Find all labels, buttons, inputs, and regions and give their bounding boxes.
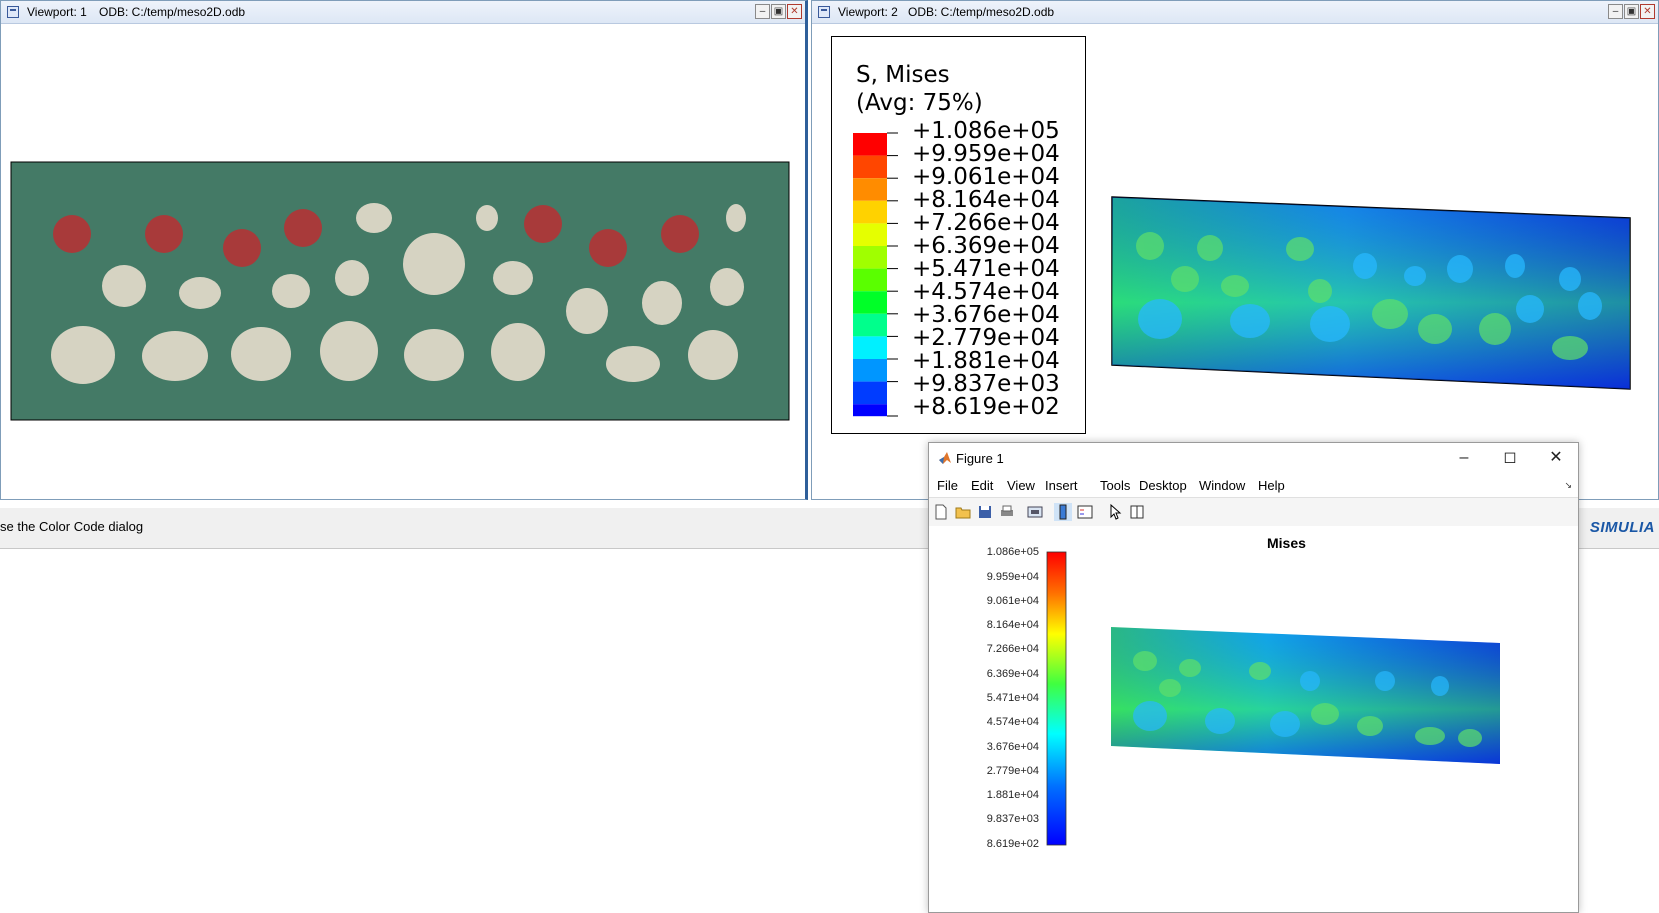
viewport-2-titlebar[interactable]: Viewport: 2 ODB: C:/temp/meso2D.odb – ▣ … bbox=[812, 1, 1658, 24]
matlab-logo-icon bbox=[939, 452, 951, 464]
menu-help[interactable]: Help bbox=[1258, 478, 1285, 493]
legend-icon[interactable] bbox=[1076, 503, 1094, 521]
viewport-1[interactable]: Viewport: 1 ODB: C:/temp/meso2D.odb – ▣ … bbox=[0, 0, 808, 500]
restore-button[interactable]: ▣ bbox=[1624, 4, 1639, 19]
legend-value: +8.619e+02 bbox=[912, 394, 1060, 420]
colorbar-tick-label: 9.061e+04 bbox=[986, 595, 1039, 607]
colorbar-tick-label: 3.676e+04 bbox=[986, 741, 1039, 753]
colorbar-tick-label: 1.881e+04 bbox=[986, 789, 1039, 801]
legend-subtitle: (Avg: 75%) bbox=[856, 90, 983, 116]
colorbar-tick-label: 2.779e+04 bbox=[986, 765, 1039, 777]
legend-value: +8.164e+04 bbox=[912, 187, 1060, 213]
mesostructure-model-view bbox=[10, 161, 790, 421]
minimize-icon[interactable]: – bbox=[1459, 449, 1469, 466]
legend-value: +1.881e+04 bbox=[912, 348, 1060, 374]
colorbar-tick-label: 6.369e+04 bbox=[986, 668, 1039, 680]
menu-insert[interactable]: Insert bbox=[1045, 478, 1078, 493]
minimize-button[interactable]: – bbox=[1608, 4, 1623, 19]
link-plot-icon[interactable] bbox=[1026, 503, 1044, 521]
figure-toolbar bbox=[929, 497, 1578, 527]
viewport-2-label: Viewport: 2 bbox=[838, 5, 898, 19]
legend-title: S, Mises bbox=[856, 62, 950, 88]
viewport-1-odb-path: ODB: C:/temp/meso2D.odb bbox=[99, 5, 246, 19]
colorbar-tick-label: 1.086e+05 bbox=[986, 546, 1039, 558]
legend-color-bar bbox=[853, 132, 898, 417]
colorbar-tick-label: 9.837e+03 bbox=[986, 813, 1039, 825]
mises-legend: S, Mises (Avg: 75%) bbox=[831, 36, 1086, 434]
viewport-1-label: Viewport: 1 bbox=[27, 5, 87, 19]
legend-value: +7.266e+04 bbox=[912, 210, 1060, 236]
menu-view[interactable]: View bbox=[1007, 478, 1035, 493]
legend-value: +3.676e+04 bbox=[912, 302, 1060, 328]
plot-title: Mises bbox=[1267, 535, 1306, 551]
figure-contour-surface bbox=[1111, 627, 1500, 764]
highlighted-aggregates bbox=[53, 205, 699, 267]
legend-value: +4.574e+04 bbox=[912, 279, 1060, 305]
aggregates bbox=[51, 203, 746, 384]
colorbar-tick-label: 7.266e+04 bbox=[986, 643, 1039, 655]
legend-value: +9.837e+03 bbox=[912, 371, 1060, 397]
colorbar-icon[interactable] bbox=[1054, 503, 1072, 521]
open-folder-icon[interactable] bbox=[954, 503, 972, 521]
minimize-button[interactable]: – bbox=[755, 4, 770, 19]
figure-title: Figure 1 bbox=[956, 451, 1004, 466]
maximize-icon[interactable]: ◻ bbox=[1503, 449, 1517, 466]
viewport-2[interactable]: Viewport: 2 ODB: C:/temp/meso2D.odb – ▣ … bbox=[811, 0, 1659, 500]
legend-value: +6.369e+04 bbox=[912, 233, 1060, 259]
figure-window[interactable]: Figure 1 – ◻ ✕ File Edit View Insert Too… bbox=[928, 442, 1579, 913]
close-icon[interactable]: ✕ bbox=[1549, 449, 1563, 466]
figure-menubar: File Edit View Insert Tools Desktop Wind… bbox=[929, 473, 1578, 497]
viewport-1-titlebar[interactable]: Viewport: 1 ODB: C:/temp/meso2D.odb – ▣ … bbox=[1, 1, 805, 24]
menu-file[interactable]: File bbox=[937, 478, 958, 493]
close-button[interactable]: ✕ bbox=[1640, 4, 1655, 19]
property-inspector-icon[interactable] bbox=[1128, 503, 1146, 521]
save-icon[interactable] bbox=[976, 503, 994, 521]
restore-button[interactable]: ▣ bbox=[771, 4, 786, 19]
viewport-2-odb-path: ODB: C:/temp/meso2D.odb bbox=[908, 5, 1055, 19]
mises-contour-plot bbox=[1111, 196, 1631, 390]
figure-titlebar[interactable]: Figure 1 – ◻ ✕ bbox=[929, 443, 1578, 473]
menu-desktop[interactable]: Desktop bbox=[1139, 478, 1187, 493]
new-file-icon[interactable] bbox=[932, 503, 950, 521]
viewport-icon[interactable] bbox=[818, 6, 830, 18]
legend-value: +2.779e+04 bbox=[912, 325, 1060, 351]
legend-value: +1.086e+05 bbox=[912, 118, 1060, 144]
legend-value: +9.061e+04 bbox=[912, 164, 1060, 190]
print-icon[interactable] bbox=[998, 503, 1016, 521]
simulia-logo: SIMULIA bbox=[1589, 519, 1655, 536]
legend-value: +5.471e+04 bbox=[912, 256, 1060, 282]
colorbar-tick-label: 8.164e+04 bbox=[986, 619, 1039, 631]
colorbar-tick-label: 8.619e+02 bbox=[986, 838, 1039, 850]
viewport-icon[interactable] bbox=[7, 6, 19, 18]
pointer-icon[interactable] bbox=[1106, 503, 1124, 521]
legend-value: +9.959e+04 bbox=[912, 141, 1060, 167]
menu-edit[interactable]: Edit bbox=[971, 478, 994, 493]
status-message: se the Color Code dialog bbox=[0, 519, 144, 534]
menu-window[interactable]: Window bbox=[1199, 478, 1246, 493]
colorbar-tick-label: 9.959e+04 bbox=[986, 571, 1039, 583]
menu-tools[interactable]: Tools bbox=[1100, 478, 1131, 493]
figure-colorbar bbox=[1046, 551, 1067, 846]
dock-arrow-icon[interactable]: ↘ bbox=[1564, 480, 1572, 490]
close-button[interactable]: ✕ bbox=[787, 4, 802, 19]
colorbar-tick-label: 5.471e+04 bbox=[986, 692, 1039, 704]
colorbar-tick-label: 4.574e+04 bbox=[986, 716, 1039, 728]
figure-axes-area[interactable]: Mises 1.086e+05 9.959e+04 9.061e+04 8.16… bbox=[929, 526, 1578, 912]
